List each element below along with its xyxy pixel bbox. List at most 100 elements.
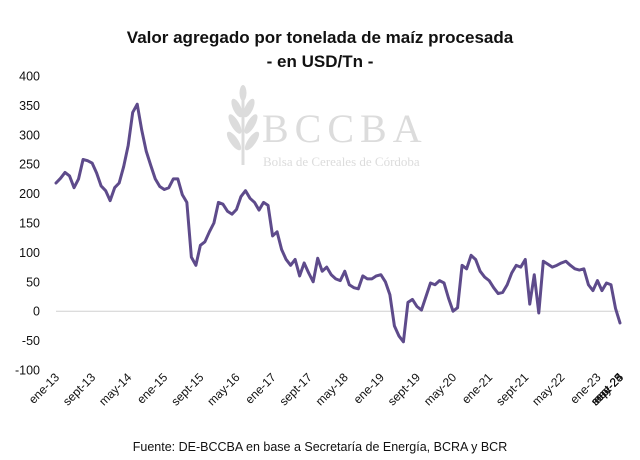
data-point — [424, 295, 428, 298]
data-point — [496, 292, 500, 295]
data-point — [235, 208, 238, 211]
data-point — [154, 177, 157, 181]
y-tick-label: -50 — [22, 334, 40, 348]
data-point — [564, 260, 568, 263]
y-tick-label: 50 — [26, 275, 40, 289]
x-tick-label: may-18 — [313, 370, 351, 408]
x-tick-label: sept-15 — [168, 370, 206, 408]
data-point — [126, 144, 130, 147]
data-point — [158, 185, 161, 188]
data-point — [253, 201, 256, 204]
data-point — [510, 271, 513, 275]
data-point — [212, 221, 216, 225]
chart-subtitle: - en USD/Tn - — [266, 52, 374, 71]
data-point — [501, 291, 504, 294]
data-point — [262, 201, 265, 204]
data-point — [438, 279, 441, 282]
data-point — [578, 268, 581, 272]
chart-title: Valor agregado por tonelada de maíz proc… — [126, 28, 514, 47]
data-point — [257, 208, 261, 212]
data-point — [284, 258, 288, 261]
data-point — [289, 264, 292, 267]
data-point — [397, 334, 401, 338]
data-point — [573, 267, 577, 271]
y-tick-label: 200 — [19, 187, 40, 201]
data-point — [343, 270, 346, 273]
data-point — [248, 197, 252, 200]
data-point — [108, 199, 112, 202]
watermark-tagline: Bolsa de Cereales de Córdoba — [263, 154, 420, 169]
data-point — [483, 275, 486, 279]
y-axis: 400 350 300 250 200 150 100 50 0 -50 -100 — [15, 70, 620, 378]
x-tick-label: sept-17 — [277, 370, 315, 408]
y-tick-label: 300 — [19, 128, 40, 142]
data-point — [307, 271, 310, 275]
data-point — [609, 283, 613, 286]
data-point — [99, 184, 103, 188]
data-point — [614, 307, 617, 310]
data-point — [415, 305, 419, 308]
data-point — [72, 186, 76, 189]
data-point — [68, 174, 71, 178]
y-tick-label: 250 — [19, 158, 40, 172]
data-point — [433, 283, 437, 286]
data-point — [474, 258, 477, 261]
y-tick-label: -100 — [15, 364, 40, 378]
data-point — [298, 274, 301, 278]
data-point — [266, 204, 270, 207]
data-point — [569, 264, 572, 267]
data-point — [86, 159, 89, 162]
data-point — [185, 201, 189, 204]
data-point — [95, 171, 98, 175]
x-tick-label: ene-19 — [351, 370, 388, 407]
data-point — [239, 195, 243, 198]
data-point — [600, 289, 604, 292]
data-point — [334, 277, 337, 281]
data-point — [316, 257, 319, 260]
data-point — [275, 230, 279, 234]
data-point — [442, 281, 446, 285]
data-point — [136, 103, 139, 106]
data-point — [339, 279, 342, 282]
data-point — [226, 210, 229, 213]
data-point — [172, 177, 175, 181]
data-point — [81, 158, 85, 161]
data-point — [357, 287, 360, 291]
data-point — [411, 298, 414, 301]
data-point — [582, 267, 586, 271]
data-point — [352, 286, 355, 289]
data-point — [163, 188, 166, 191]
data-point — [167, 186, 170, 189]
data-point — [217, 201, 220, 204]
data-point — [190, 255, 193, 259]
data-point — [451, 310, 455, 313]
data-point — [293, 258, 297, 261]
data-point — [605, 281, 608, 285]
data-point — [388, 293, 392, 296]
x-tick-label: ene-21 — [459, 370, 496, 407]
wheat-icon — [226, 85, 260, 165]
data-point — [384, 280, 387, 283]
data-point — [465, 267, 468, 271]
y-tick-label: 400 — [19, 70, 40, 84]
data-point — [478, 270, 482, 273]
x-tick-label: sept-21 — [493, 370, 531, 408]
data-point — [361, 274, 365, 278]
data-point — [402, 340, 405, 343]
data-point — [519, 265, 522, 269]
data-point — [393, 324, 396, 328]
data-point — [542, 260, 545, 263]
data-point — [330, 273, 333, 276]
data-point — [149, 164, 152, 167]
data-point — [560, 261, 563, 265]
data-point — [117, 181, 121, 185]
data-point — [528, 302, 531, 306]
data-point — [59, 177, 62, 180]
data-point — [131, 111, 134, 114]
data-point — [208, 230, 211, 234]
y-tick-label: 0 — [33, 305, 40, 319]
data-point — [176, 177, 180, 181]
series-line — [54, 102, 622, 344]
